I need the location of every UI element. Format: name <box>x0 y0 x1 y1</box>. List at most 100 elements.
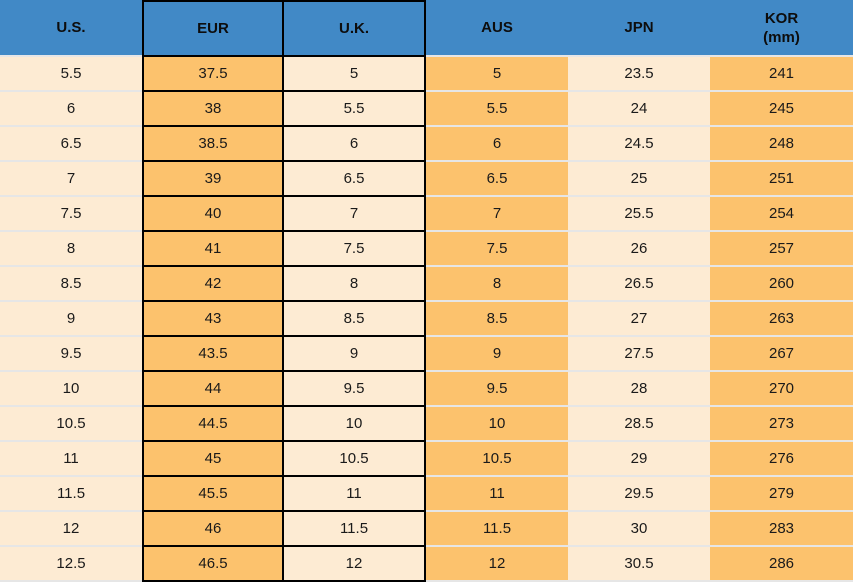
table-row: 9 43 8.5 8.5 27 263 <box>0 302 853 337</box>
cell-eur: 38.5 <box>142 127 284 162</box>
cell-uk: 7 <box>284 197 426 232</box>
column-header-label: JPN <box>624 19 654 36</box>
cell-jpn: 23.5 <box>568 57 710 92</box>
cell-aus: 10.5 <box>426 442 568 477</box>
cell-uk: 7.5 <box>284 232 426 267</box>
cell-uk: 12 <box>284 547 426 582</box>
cell-aus: 5.5 <box>426 92 568 127</box>
column-header-label: KOR <box>764 9 799 27</box>
cell-uk: 5.5 <box>284 92 426 127</box>
cell-us: 11.5 <box>0 477 142 512</box>
cell-jpn: 28.5 <box>568 407 710 442</box>
cell-uk: 8 <box>284 267 426 302</box>
cell-jpn: 26 <box>568 232 710 267</box>
cell-jpn: 28 <box>568 372 710 407</box>
cell-kor: 241 <box>710 57 853 92</box>
table-row: 10 44 9.5 9.5 28 270 <box>0 372 853 407</box>
cell-uk: 11.5 <box>284 512 426 547</box>
table-row: 8 41 7.5 7.5 26 257 <box>0 232 853 267</box>
cell-us: 9 <box>0 302 142 337</box>
column-header-us: U.S. <box>0 0 142 57</box>
column-header-kor: KOR (mm) <box>710 0 853 57</box>
cell-aus: 6 <box>426 127 568 162</box>
cell-aus: 11.5 <box>426 512 568 547</box>
cell-kor: 248 <box>710 127 853 162</box>
cell-jpn: 25.5 <box>568 197 710 232</box>
cell-eur: 46 <box>142 512 284 547</box>
cell-aus: 7.5 <box>426 232 568 267</box>
cell-eur: 44.5 <box>142 407 284 442</box>
cell-us: 12.5 <box>0 547 142 582</box>
cell-eur: 45.5 <box>142 477 284 512</box>
cell-uk: 9 <box>284 337 426 372</box>
cell-us: 6 <box>0 92 142 127</box>
cell-uk: 9.5 <box>284 372 426 407</box>
cell-aus: 8 <box>426 267 568 302</box>
cell-aus: 10 <box>426 407 568 442</box>
column-header-aus: AUS <box>426 0 568 57</box>
cell-aus: 11 <box>426 477 568 512</box>
cell-jpn: 29.5 <box>568 477 710 512</box>
cell-eur: 45 <box>142 442 284 477</box>
cell-kor: 267 <box>710 337 853 372</box>
cell-us: 5.5 <box>0 57 142 92</box>
column-header-sublabel: (mm) <box>763 28 800 46</box>
cell-jpn: 30.5 <box>568 547 710 582</box>
table-row: 12 46 11.5 11.5 30 283 <box>0 512 853 547</box>
cell-kor: 257 <box>710 232 853 267</box>
cell-kor: 283 <box>710 512 853 547</box>
cell-kor: 251 <box>710 162 853 197</box>
table-row: 11 45 10.5 10.5 29 276 <box>0 442 853 477</box>
column-header-eur: EUR <box>142 0 284 57</box>
cell-aus: 8.5 <box>426 302 568 337</box>
cell-us: 8.5 <box>0 267 142 302</box>
column-header-label: EUR <box>197 20 229 37</box>
cell-uk: 8.5 <box>284 302 426 337</box>
cell-us: 7.5 <box>0 197 142 232</box>
cell-eur: 41 <box>142 232 284 267</box>
cell-eur: 43.5 <box>142 337 284 372</box>
table-row: 7 39 6.5 6.5 25 251 <box>0 162 853 197</box>
cell-aus: 9 <box>426 337 568 372</box>
cell-eur: 42 <box>142 267 284 302</box>
cell-aus: 6.5 <box>426 162 568 197</box>
table-row: 5.5 37.5 5 5 23.5 241 <box>0 57 853 92</box>
column-header-uk: U.K. <box>284 0 426 57</box>
cell-us: 12 <box>0 512 142 547</box>
cell-kor: 273 <box>710 407 853 442</box>
cell-kor: 279 <box>710 477 853 512</box>
table-row: 6 38 5.5 5.5 24 245 <box>0 92 853 127</box>
cell-eur: 46.5 <box>142 547 284 582</box>
table-row: 10.5 44.5 10 10 28.5 273 <box>0 407 853 442</box>
cell-eur: 37.5 <box>142 57 284 92</box>
cell-uk: 6.5 <box>284 162 426 197</box>
cell-aus: 7 <box>426 197 568 232</box>
cell-eur: 40 <box>142 197 284 232</box>
column-header-label: U.K. <box>339 20 369 37</box>
cell-kor: 260 <box>710 267 853 302</box>
cell-us: 6.5 <box>0 127 142 162</box>
cell-us: 9.5 <box>0 337 142 372</box>
cell-us: 10 <box>0 372 142 407</box>
cell-uk: 5 <box>284 57 426 92</box>
cell-jpn: 30 <box>568 512 710 547</box>
cell-jpn: 27 <box>568 302 710 337</box>
table-row: 7.5 40 7 7 25.5 254 <box>0 197 853 232</box>
table-row: 9.5 43.5 9 9 27.5 267 <box>0 337 853 372</box>
cell-us: 11 <box>0 442 142 477</box>
cell-kor: 263 <box>710 302 853 337</box>
header-row: U.S. EUR U.K. AUS JPN KOR (mm) <box>0 0 853 57</box>
cell-uk: 11 <box>284 477 426 512</box>
cell-us: 10.5 <box>0 407 142 442</box>
cell-kor: 276 <box>710 442 853 477</box>
cell-aus: 5 <box>426 57 568 92</box>
cell-kor: 245 <box>710 92 853 127</box>
cell-eur: 43 <box>142 302 284 337</box>
cell-kor: 254 <box>710 197 853 232</box>
cell-jpn: 27.5 <box>568 337 710 372</box>
cell-jpn: 25 <box>568 162 710 197</box>
table-row: 12.5 46.5 12 12 30.5 286 <box>0 547 853 582</box>
cell-eur: 39 <box>142 162 284 197</box>
table-row: 6.5 38.5 6 6 24.5 248 <box>0 127 853 162</box>
